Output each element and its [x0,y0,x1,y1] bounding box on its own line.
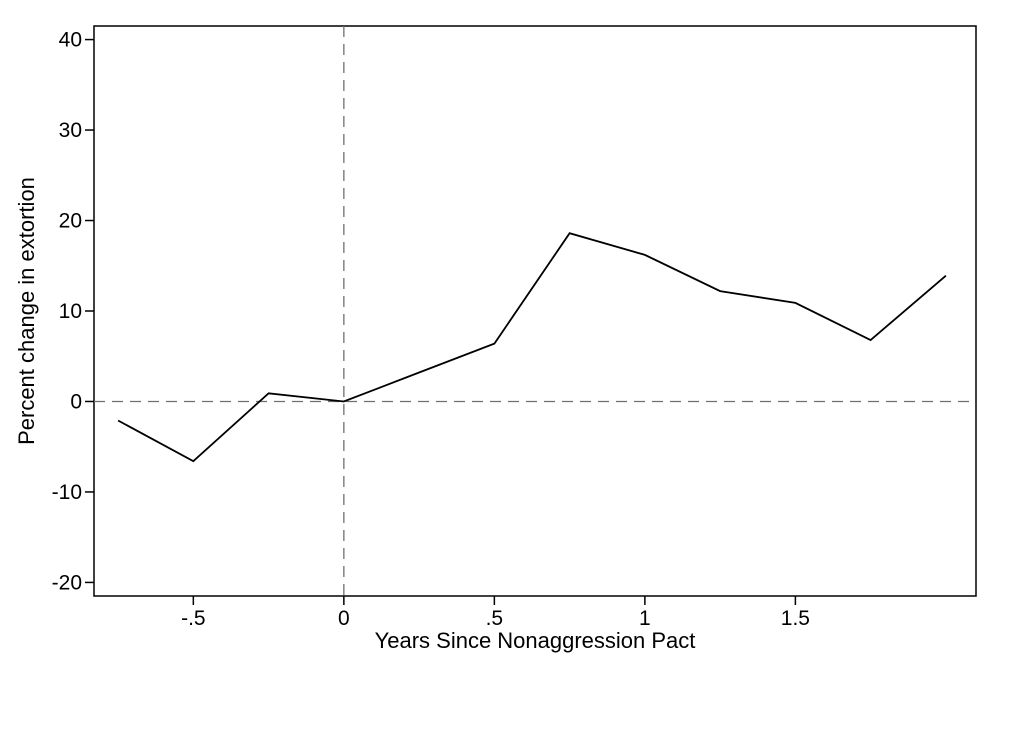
y-tick-label: -10 [52,481,82,504]
x-tick-label: 1.5 [781,607,810,630]
x-axis: -.5 0 .5 1 1.5 [181,596,810,630]
x-axis-title: Years Since Nonaggression Pact [375,628,696,653]
y-tick-label: 0 [70,390,82,413]
reference-lines [94,26,976,596]
x-tick-label: .5 [486,607,504,630]
y-tick-label: 20 [59,210,82,233]
x-tick-label: 0 [338,607,350,630]
y-tick-label: 40 [59,29,82,52]
y-axis-title: Percent change in extortion [14,177,39,445]
y-axis: -20 -10 0 10 20 30 40 [52,29,94,594]
series-layer [117,232,947,463]
y-tick-label: 10 [59,300,82,323]
x-tick-label: -.5 [181,607,206,630]
x-tick-label: 1 [639,607,651,630]
series-line [117,232,947,463]
plot-frame [93,25,977,597]
y-tick-label: 30 [59,119,82,142]
y-tick-label: -20 [52,571,82,594]
